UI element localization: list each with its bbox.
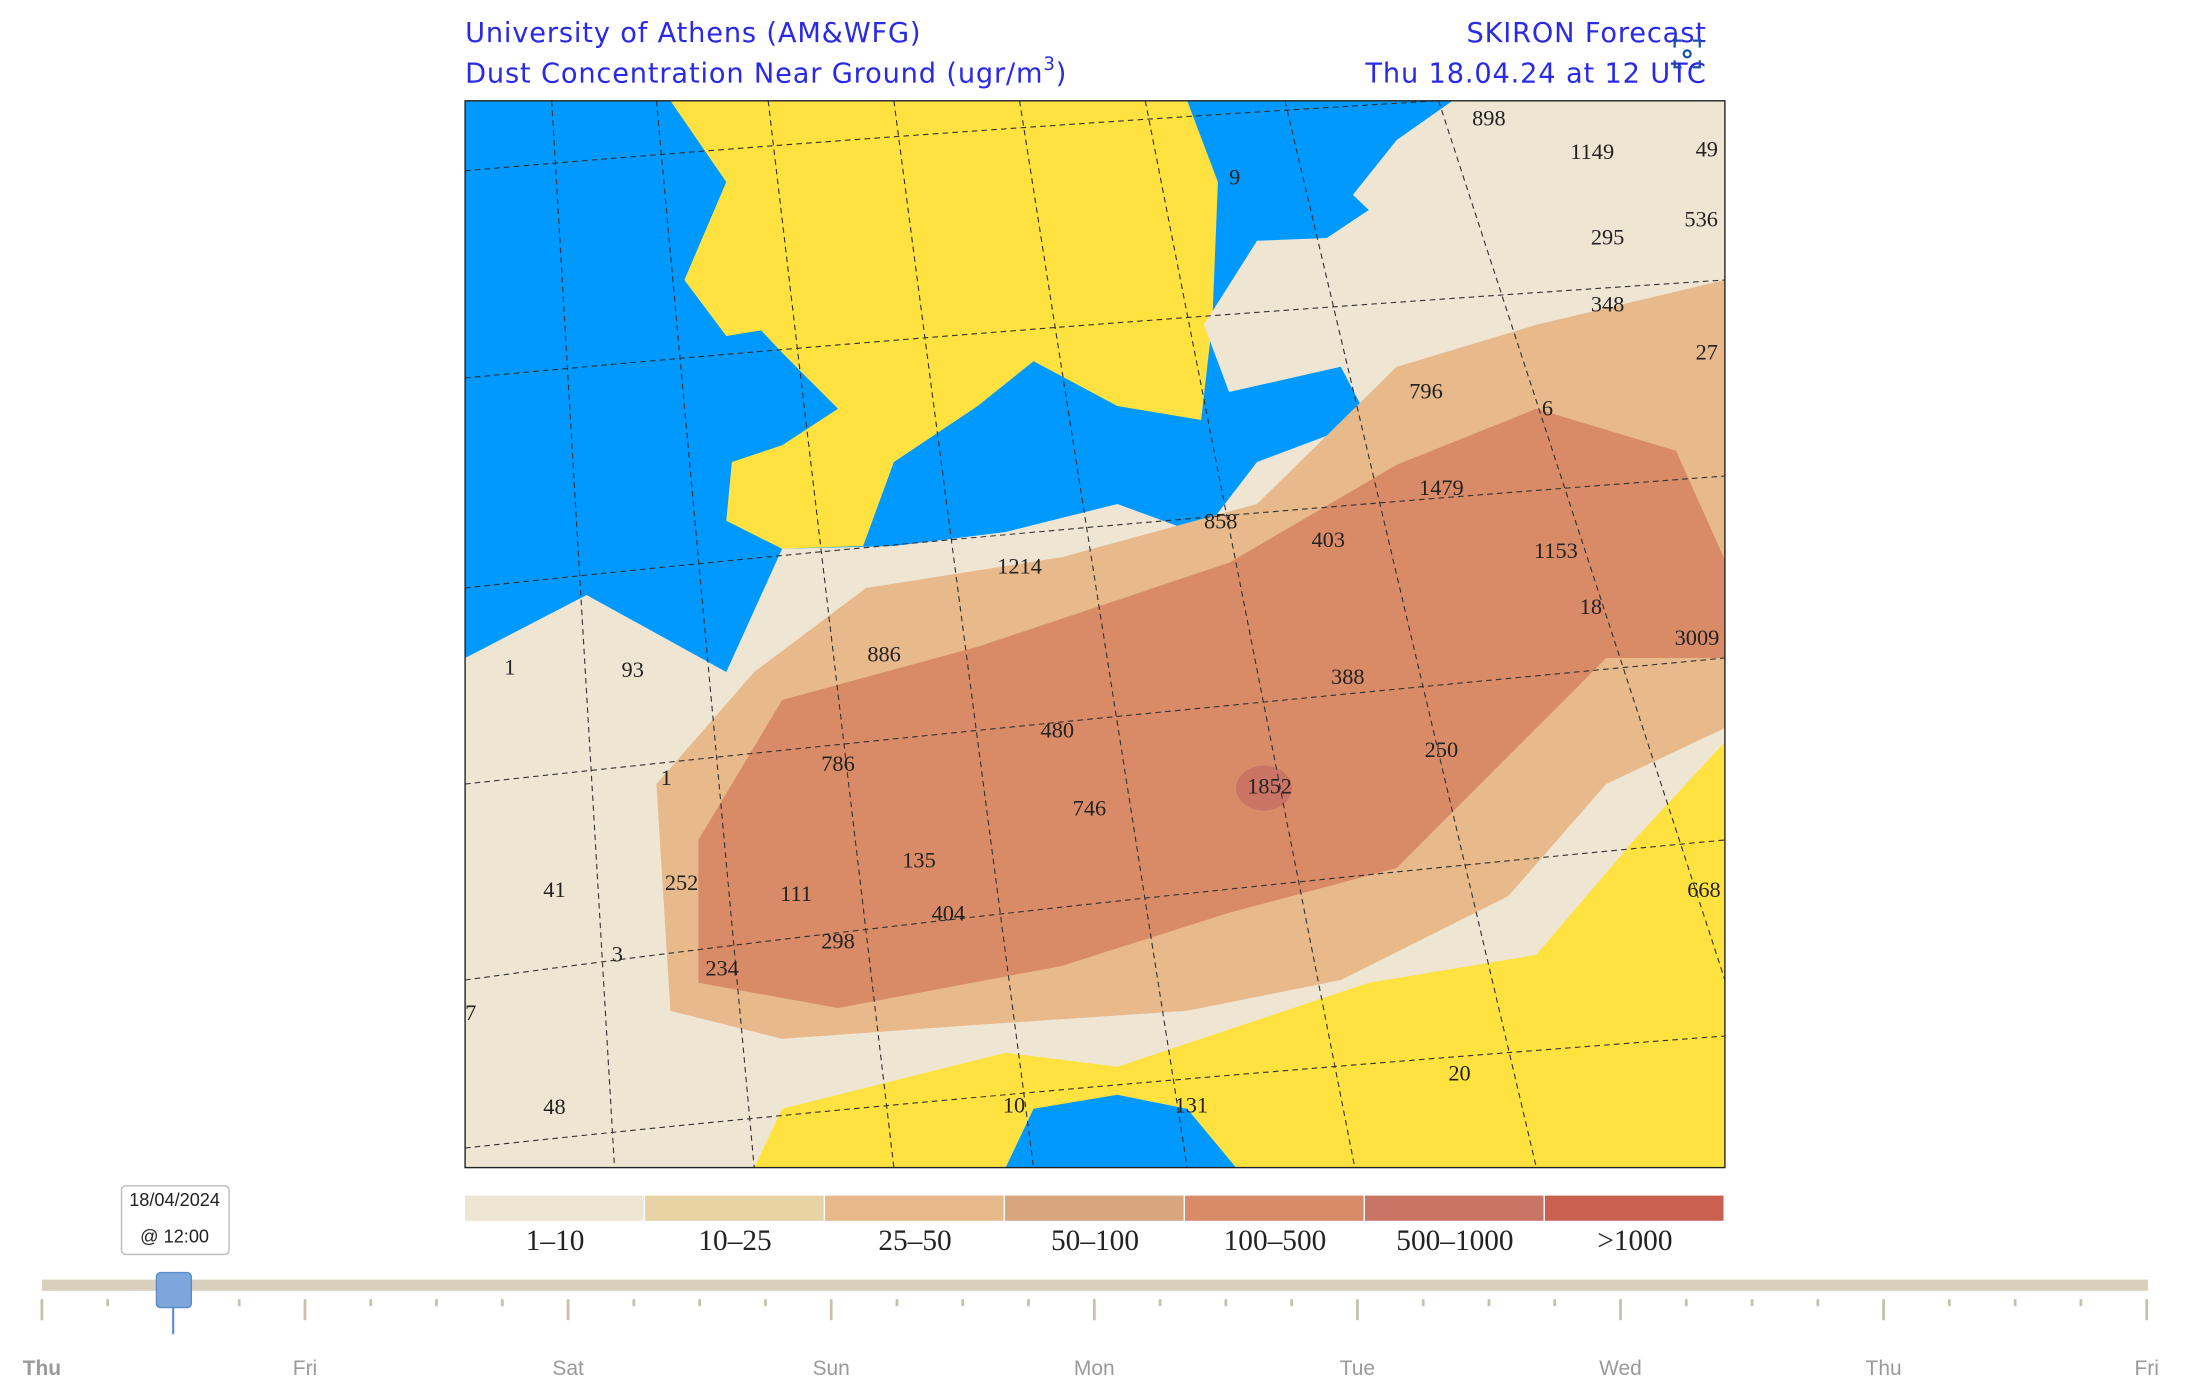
timeline-track[interactable] — [41, 1279, 2149, 1291]
map-value-label: 234 — [705, 955, 739, 980]
map-value-label: 1214 — [997, 554, 1042, 579]
day-label: Wed — [1599, 1357, 1642, 1380]
map-value-label: 93 — [622, 657, 644, 682]
map-value-label: 3009 — [1675, 625, 1720, 650]
legend-label: 100–500 — [1224, 1225, 1327, 1257]
day-label: Thu — [1866, 1357, 1902, 1380]
header-title: University of Athens (AM&WFG) — [465, 18, 921, 49]
map-value-label: 786 — [821, 751, 855, 776]
legend-swatch — [465, 1195, 644, 1221]
map-value-label: 3 — [612, 941, 623, 966]
legend-label: 500–1000 — [1396, 1225, 1513, 1257]
subtitle-text: Dust Concentration Near Ground (ugr/m — [465, 59, 1043, 90]
legend-label: 25–50 — [878, 1225, 951, 1257]
africa-land — [754, 742, 1725, 1168]
map-value-label: 480 — [1041, 717, 1075, 742]
map-value-label: 41 — [543, 877, 565, 902]
map-value-label: 250 — [1425, 737, 1459, 762]
tooltip-date: 18/04/2024 — [129, 1190, 220, 1210]
tooltip-time: @ 12:00 — [140, 1226, 209, 1246]
map-value-label: 7 — [465, 1000, 476, 1025]
map-value-label: 6 — [1542, 395, 1553, 420]
map-value-label: 131 — [1175, 1093, 1209, 1118]
timeline-ticks — [40, 1299, 2149, 1321]
map-value-label: 49 — [1696, 136, 1718, 161]
map-value-label: 858 — [1204, 509, 1238, 534]
fullscreen-icon[interactable] — [1673, 39, 1701, 69]
map-value-label: 252 — [665, 870, 699, 895]
timeline-handle[interactable] — [155, 1271, 193, 1309]
map-value-label: 1479 — [1419, 475, 1464, 500]
subtitle-end: ) — [1056, 59, 1067, 90]
day-label: Mon — [1074, 1357, 1115, 1380]
map-value-label: 886 — [867, 642, 901, 667]
map-value-label: 1149 — [1570, 139, 1614, 164]
map-value-label: 796 — [1409, 379, 1443, 404]
header-subtitle: Dust Concentration Near Ground (ugr/m3) — [465, 54, 1067, 90]
map-frame — [464, 100, 1726, 1169]
subtitle-sup: 3 — [1043, 54, 1055, 75]
map-value-label: 403 — [1311, 527, 1345, 552]
legend-label: 1–10 — [526, 1225, 585, 1257]
day-label: Fri — [2134, 1357, 2158, 1380]
map-value-label: 298 — [821, 929, 855, 954]
map-value-label: 1852 — [1247, 773, 1292, 798]
day-label: Tue — [1340, 1357, 1375, 1380]
map-value-label: 746 — [1073, 796, 1107, 821]
day-label: Sun — [813, 1357, 850, 1380]
legend: 1–10 10–25 25–50 50–100 100–500 500–1000 >1000 — [465, 1195, 1724, 1257]
map-value-label: 111 — [780, 881, 812, 906]
dust-brown — [698, 408, 1725, 1008]
map-value-label: 348 — [1591, 292, 1625, 317]
legend-swatch — [825, 1195, 1004, 1221]
legend-swatch — [645, 1195, 824, 1221]
map-value-label: 668 — [1687, 877, 1721, 902]
day-labels: Thu Fri Sat Sun Mon Tue Wed Thu Fri — [23, 1357, 2159, 1380]
legend-swatch — [1005, 1195, 1184, 1221]
day-label: Fri — [293, 1357, 317, 1380]
map-value-label: 27 — [1696, 339, 1718, 364]
black-sea — [1217, 156, 1369, 241]
map-value-label: 295 — [1591, 225, 1625, 250]
map-value-label: 388 — [1331, 664, 1365, 689]
forecast-time: Thu 18.04.24 at 12 UTC — [1364, 59, 1706, 90]
map-value-label: 20 — [1448, 1060, 1470, 1085]
legend-swatch — [1364, 1195, 1544, 1221]
map-value-label: 1 — [504, 654, 515, 679]
map-value-label: 10 — [1003, 1093, 1025, 1118]
legend-label: 10–25 — [698, 1225, 771, 1257]
legend-swatch — [1544, 1195, 1724, 1221]
graticule — [465, 100, 1725, 1168]
map-value-label: 18 — [1580, 594, 1602, 619]
map-value-label: 9 — [1229, 164, 1240, 189]
map-value-label: 135 — [902, 848, 936, 873]
day-label: Thu — [23, 1357, 61, 1380]
forecast-label: SKIRON Forecast — [1467, 18, 1707, 49]
legend-label: >1000 — [1597, 1225, 1672, 1257]
map-value-label: 1 — [661, 765, 672, 790]
day-label: Sat — [552, 1357, 584, 1380]
map-value-label: 898 — [1472, 106, 1506, 131]
map-value-label: 48 — [543, 1094, 565, 1119]
map-value-label: 536 — [1684, 206, 1718, 231]
legend-label: 50–100 — [1051, 1225, 1139, 1257]
tooltip-box — [120, 1185, 230, 1256]
legend-swatch — [1184, 1195, 1364, 1221]
map-value-label: 1153 — [1534, 538, 1578, 563]
europe-land — [614, 100, 1218, 549]
map-value-label: 404 — [932, 901, 966, 926]
